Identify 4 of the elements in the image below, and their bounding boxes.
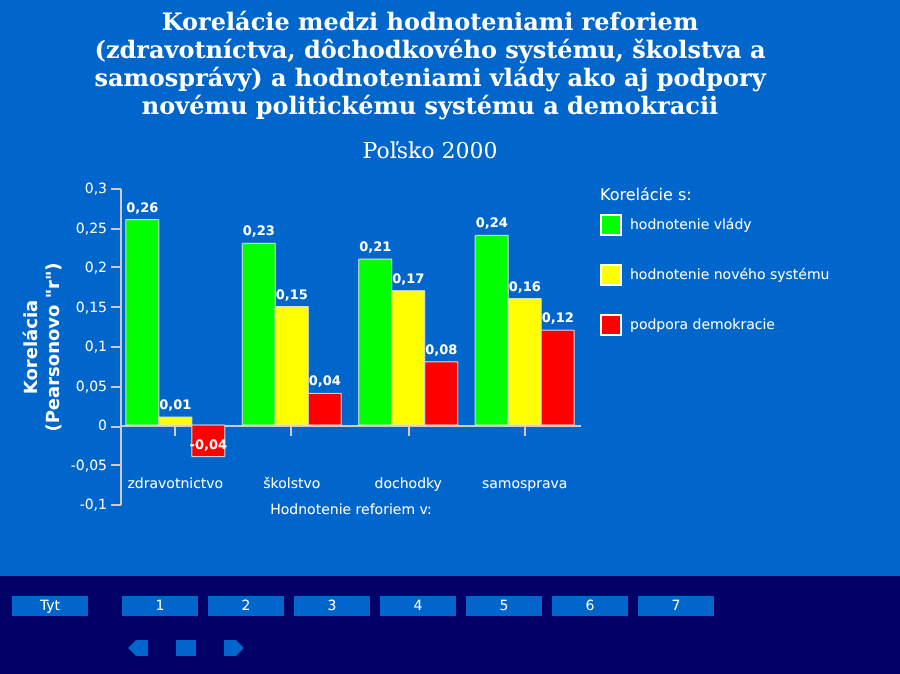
chart-title: Korelácie medzi hodnoteniami reforiem (zdravotníctva, dôchodkového systému, školstva a samosprávy) a hodnoteniami vlády ako aj podpory novému politickému systému a demokracii: [94, 8, 768, 120]
legend-title: Korelácie s:: [600, 186, 692, 204]
chart-subtitle: Poľsko 2000: [362, 138, 498, 164]
y-axis-title: Korelácia (Pearsonovo "r"): [20, 262, 65, 432]
